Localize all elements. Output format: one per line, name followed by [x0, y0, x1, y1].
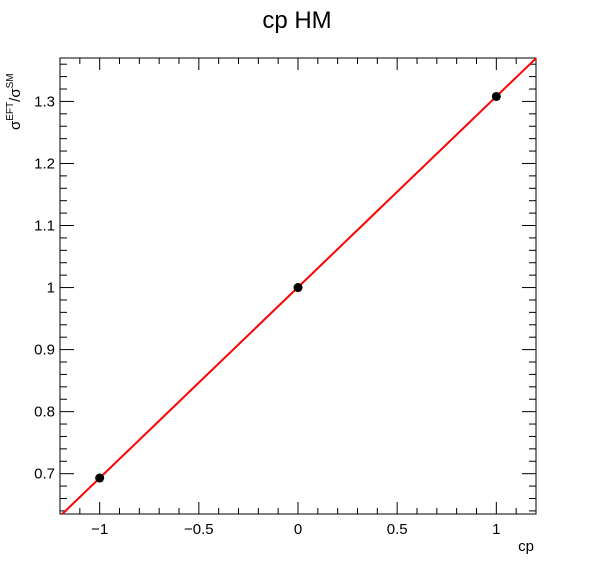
- x-axis-title: cp: [518, 538, 534, 555]
- y-tick-label: 0.7: [34, 466, 55, 483]
- data-point: [491, 91, 501, 101]
- x-tick-label: −1: [91, 521, 108, 538]
- x-tick-label: −0.5: [184, 521, 214, 538]
- y-axis-title-sigma-1: σ: [7, 120, 24, 130]
- y-tick-label: 1.1: [34, 218, 55, 235]
- y-axis-title-sigma-2: σ: [7, 88, 24, 98]
- x-tick-label: 1: [492, 521, 500, 538]
- x-ticks: −1 −0.5 0 0.5 1: [79, 58, 537, 538]
- data-point: [95, 473, 105, 483]
- y-axis-title-sup-2: SM: [5, 73, 16, 88]
- y-axis-title-sup-1: EFT: [5, 102, 16, 121]
- y-tick-label: 1.3: [34, 93, 55, 110]
- y-tick-label: 1.2: [34, 155, 55, 172]
- y-axis-title: σEFT/σSM: [5, 73, 24, 130]
- y-tick-label: 1: [47, 280, 55, 297]
- y-tick-label: 0.9: [34, 342, 55, 359]
- data-points-layer: [95, 91, 501, 483]
- chart-title: cp HM: [262, 7, 331, 34]
- y-axis-title-separator: /: [7, 97, 24, 102]
- y-tick-label: 0.8: [34, 404, 55, 421]
- x-tick-label: 0: [294, 521, 302, 538]
- data-point: [293, 283, 303, 293]
- x-tick-label: 0.5: [387, 521, 408, 538]
